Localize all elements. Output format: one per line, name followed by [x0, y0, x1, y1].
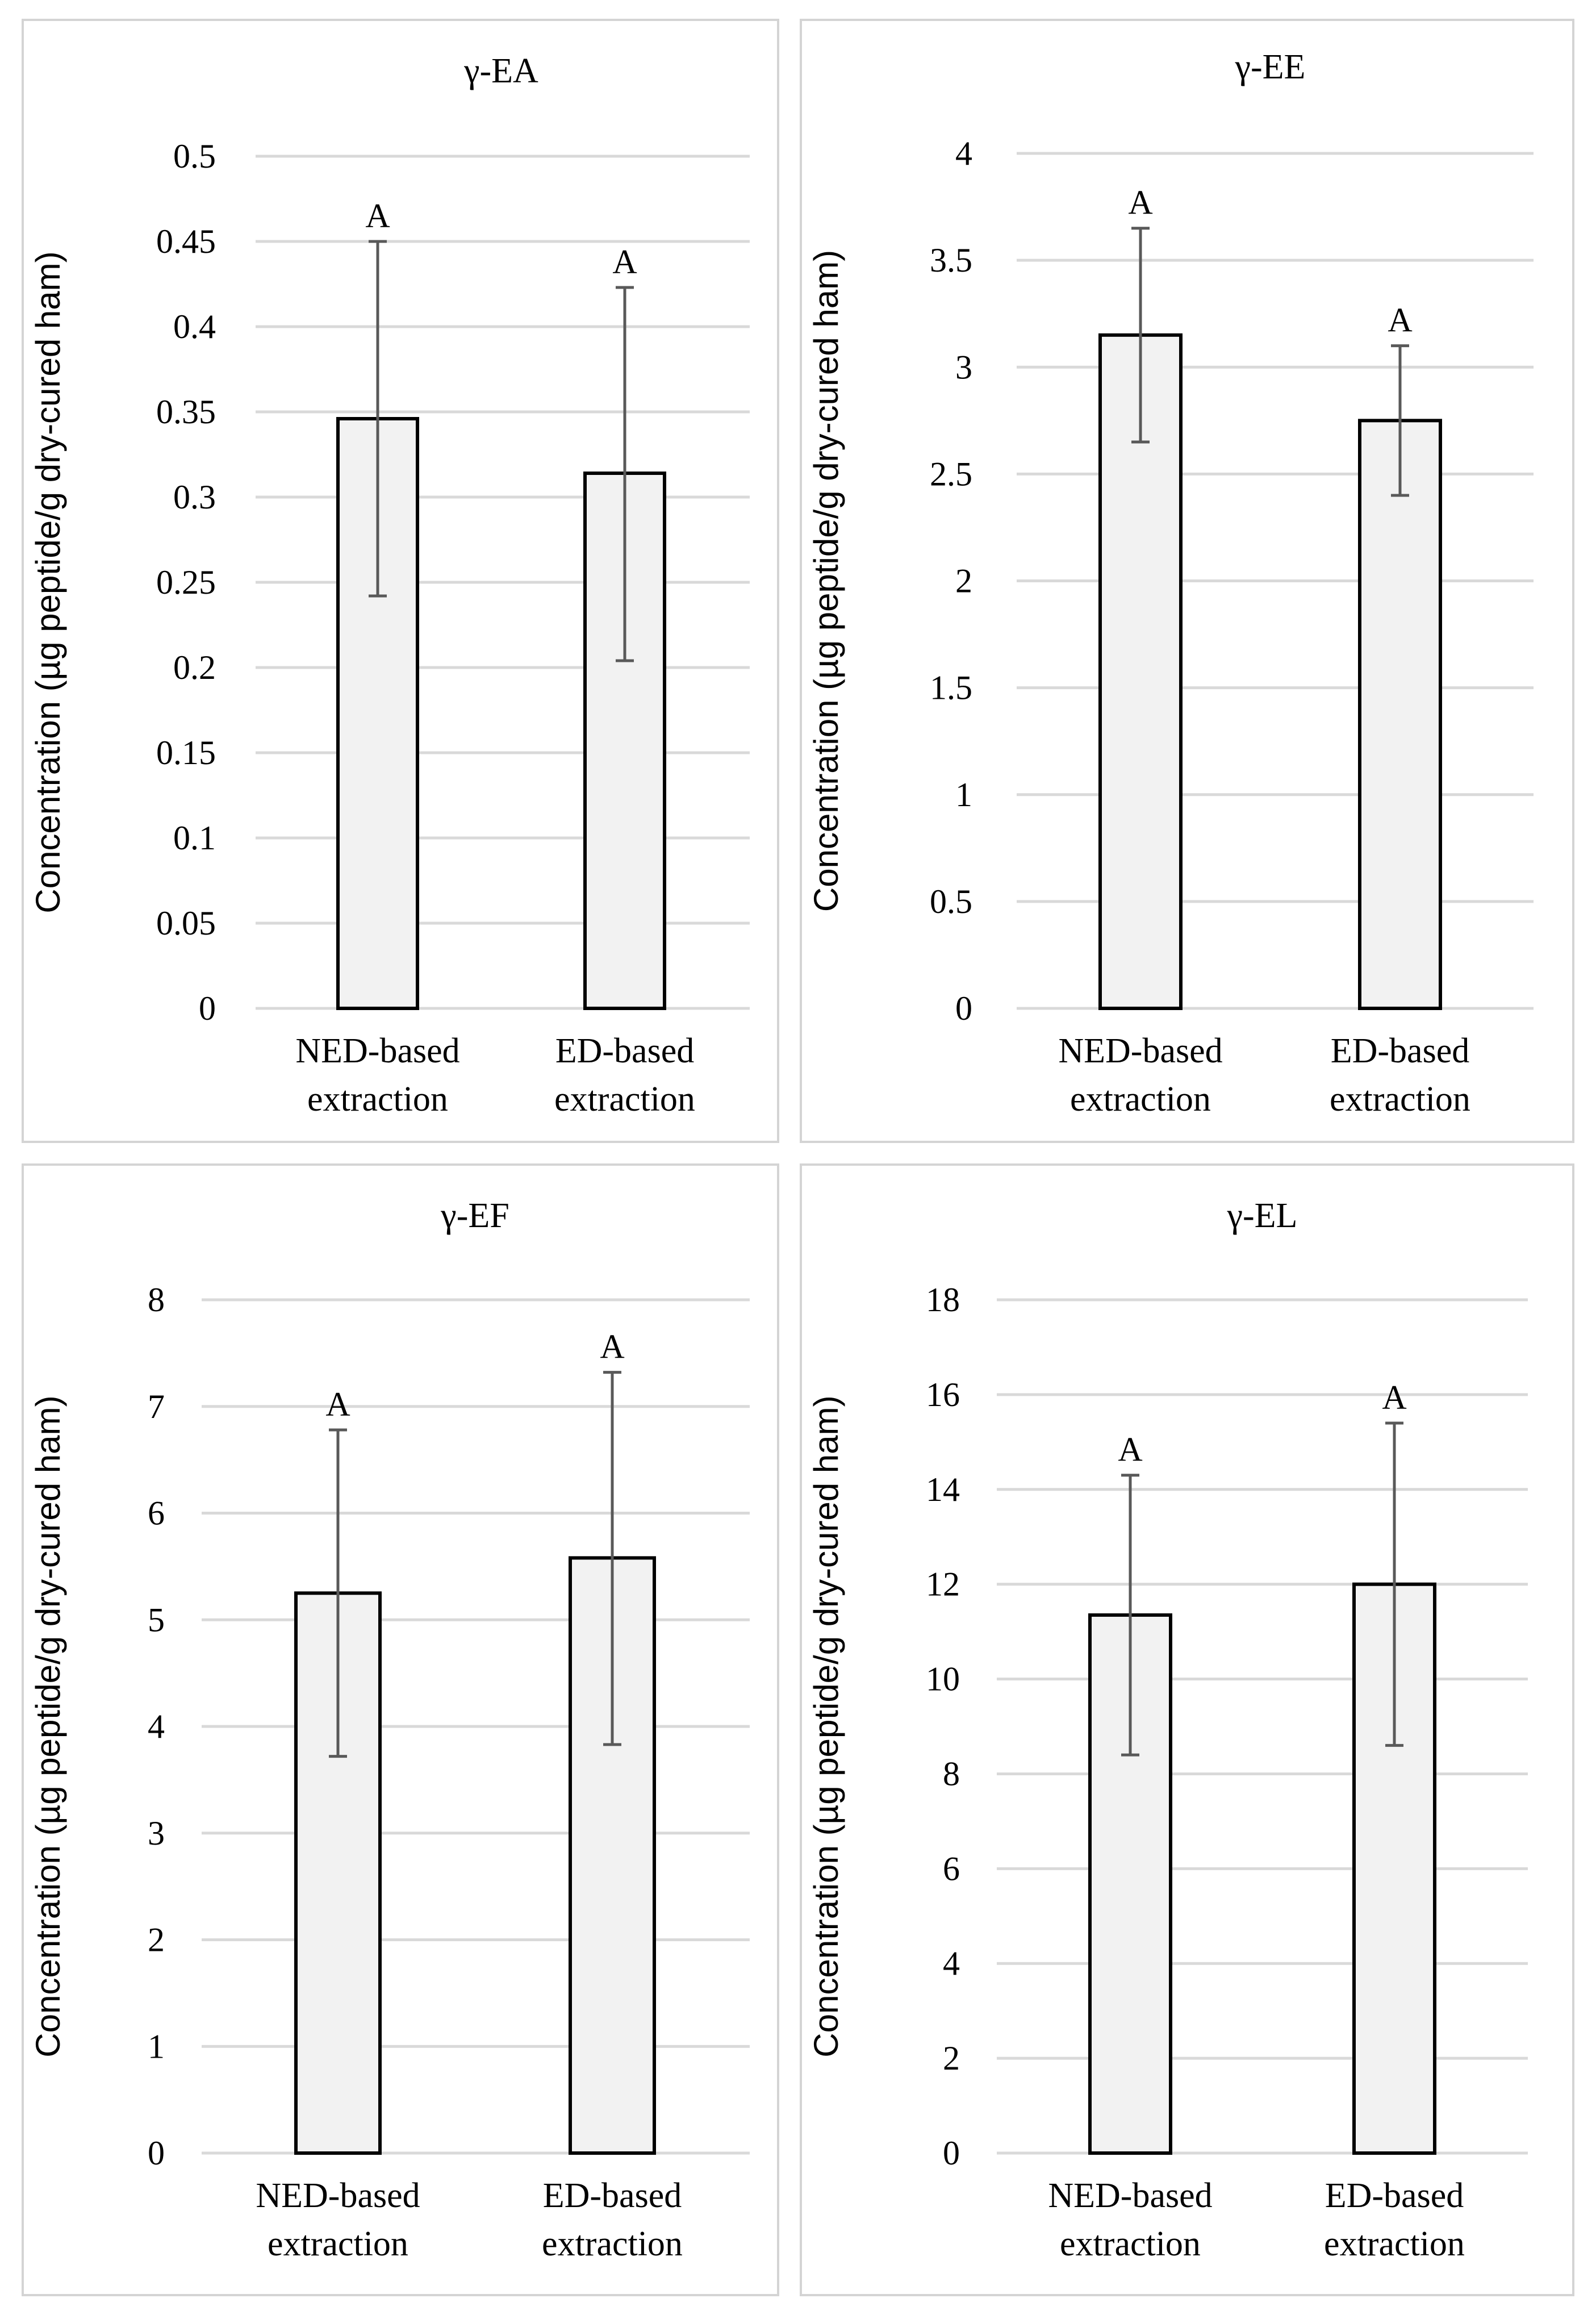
y-tick-label: 0: [955, 990, 972, 1027]
y-tick-label: 2.5: [930, 455, 972, 493]
x-category-label: extraction: [1060, 2225, 1201, 2263]
y-tick-label: 12: [926, 1566, 960, 1603]
y-tick-label: 6: [148, 1495, 165, 1532]
y-tick-label: 4: [955, 135, 972, 172]
panel-border: [22, 1163, 779, 2296]
y-tick-label: 0.05: [156, 904, 216, 942]
y-tick-label: 7: [148, 1388, 165, 1425]
bar: [1098, 333, 1183, 1010]
significance-label: A: [1388, 302, 1412, 339]
y-axis-label: Concentration (µg peptide/g dry-cured ha…: [807, 1395, 845, 2057]
y-tick-label: 2: [943, 2039, 960, 2077]
y-tick-label: 2: [955, 562, 972, 600]
y-tick-label: 4: [943, 1945, 960, 1982]
x-category-label: NED-based: [295, 1032, 459, 1070]
x-category-label: ED-based: [543, 2176, 682, 2215]
x-category-label: extraction: [554, 1080, 695, 1119]
significance-label: A: [325, 1386, 350, 1423]
significance-label: A: [1382, 1379, 1406, 1416]
chart-panel-1: 0 0.05 0.1 0.15 0.2 0.25 0.3 0.35 0.4 0.45 0.5 γ-EA…: [22, 19, 779, 1143]
x-category-label: NED-based: [1058, 1032, 1222, 1070]
y-tick-label: 0.3: [173, 478, 216, 516]
x-category-label: extraction: [307, 1080, 448, 1119]
bar: [294, 1591, 382, 2155]
y-tick-label: 3: [955, 348, 972, 386]
y-tick-label: 6: [943, 1850, 960, 1887]
y-axis-label: Concentration (µg peptide/g dry-cured ha…: [29, 1395, 67, 2057]
x-category-label: extraction: [1330, 1080, 1470, 1119]
y-tick-label: 5: [148, 1601, 165, 1638]
panel-border: [800, 1163, 1574, 2296]
chart-title: γ-EA: [463, 52, 538, 90]
y-tick-label: 8: [148, 1281, 165, 1319]
chart-title: γ-EE: [1235, 48, 1306, 86]
x-category-label: ED-based: [555, 1032, 694, 1070]
y-tick-label: 0.35: [156, 393, 216, 431]
significance-label: A: [600, 1328, 624, 1366]
y-tick-label: 0.15: [156, 734, 216, 771]
y-tick-label: 1.5: [930, 669, 972, 707]
x-category-label: NED-based: [1048, 2176, 1212, 2215]
chart-title: γ-EL: [1227, 1196, 1298, 1235]
y-tick-label: 2: [148, 1921, 165, 1959]
y-tick-label: 0.5: [930, 883, 972, 920]
chart-panel-2: 0 0.5 1 1.5 2 2.5 3 3.5 4 γ-EE Concentration (µg p…: [800, 19, 1574, 1143]
y-tick-label: 0.25: [156, 564, 216, 601]
significance-label: A: [1128, 184, 1152, 222]
y-tick-label: 0.1: [173, 819, 216, 857]
x-category-label: NED-based: [256, 2176, 420, 2215]
y-tick-label: 0.5: [173, 137, 216, 175]
x-category-label: extraction: [1324, 2225, 1465, 2263]
y-tick-label: 3.5: [930, 241, 972, 279]
y-tick-label: 0: [199, 990, 216, 1027]
significance-label: A: [1118, 1431, 1142, 1469]
x-category-label: extraction: [268, 2225, 408, 2263]
panel-border: [22, 19, 779, 1143]
y-tick-label: 8: [943, 1755, 960, 1792]
y-tick-label: 4: [148, 1708, 165, 1745]
y-tick-label: 0.45: [156, 223, 216, 260]
y-tick-label: 14: [926, 1471, 960, 1508]
chart-panel-3: 0 1 2 3 4 5 6 7 8 γ-EF Concentration (µg peptide/g…: [22, 1163, 779, 2296]
chart-title: γ-EF: [440, 1196, 509, 1235]
x-category-label: ED-based: [1331, 1032, 1469, 1070]
y-tick-label: 3: [148, 1815, 165, 1852]
chart-panel-4: 0 2 4 6 8 10 12 14 16 18 γ-EL Concentration (µg pep…: [800, 1163, 1574, 2296]
y-tick-label: 16: [926, 1376, 960, 1413]
y-tick-label: 1: [955, 776, 972, 814]
bar: [1358, 419, 1442, 1010]
y-tick-label: 0: [148, 2134, 165, 2172]
x-category-label: ED-based: [1325, 2176, 1464, 2215]
significance-label: A: [365, 197, 390, 235]
y-tick-label: 0.2: [173, 649, 216, 686]
y-tick-label: 1: [148, 2028, 165, 2065]
y-axis-label: Concentration (µg peptide/g dry-cured ha…: [29, 251, 67, 913]
significance-label: A: [612, 243, 637, 281]
y-tick-label: 0.4: [173, 308, 216, 345]
y-tick-label: 10: [926, 1661, 960, 1698]
x-category-label: extraction: [1070, 1080, 1211, 1119]
y-axis-label: Concentration (µg peptide/g dry-cured ha…: [807, 250, 845, 912]
y-tick-label: 18: [926, 1281, 960, 1319]
panel-border: [800, 19, 1574, 1143]
x-category-label: extraction: [542, 2225, 683, 2263]
y-tick-label: 0: [943, 2134, 960, 2172]
